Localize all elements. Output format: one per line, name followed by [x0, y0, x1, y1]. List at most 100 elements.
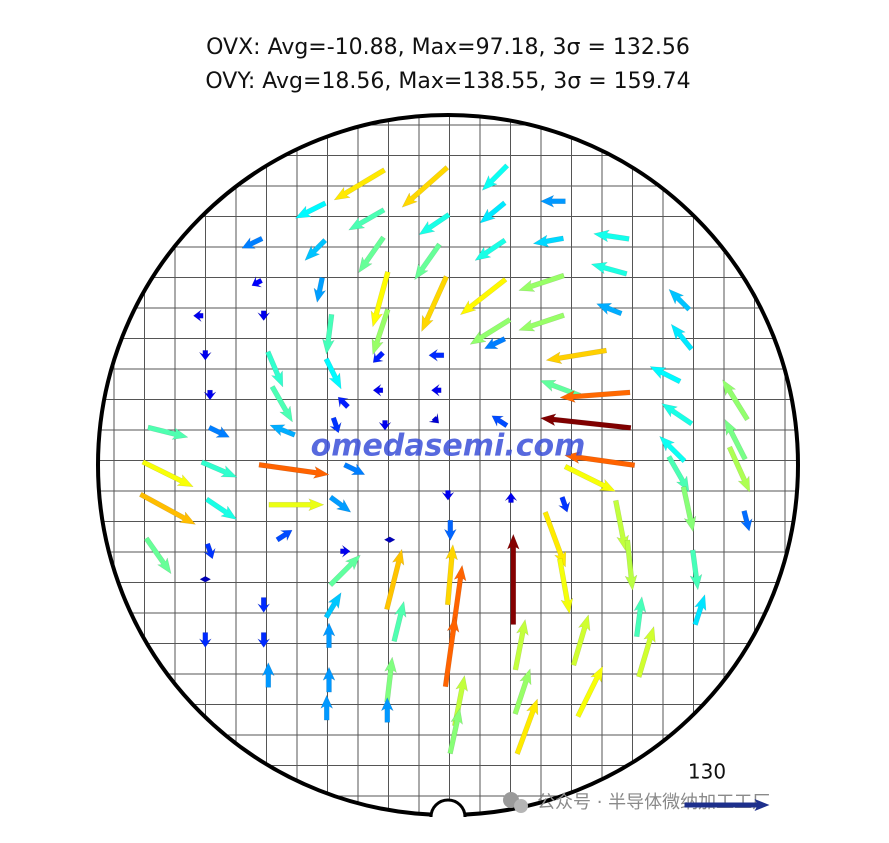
vector-arrow: [506, 533, 520, 625]
vector-arrow: [203, 389, 217, 401]
vector-arrow: [726, 445, 751, 493]
vector-arrow: [421, 275, 450, 333]
vector-arrow: [504, 492, 518, 503]
vector-arrow: [636, 625, 656, 678]
vector-arrow: [371, 308, 391, 356]
vector-arrow: [321, 313, 335, 355]
vector-arrow: [442, 616, 460, 688]
vector-arrow: [199, 576, 212, 583]
vector-arrow: [447, 707, 463, 755]
vector-arrow: [469, 317, 512, 345]
vector-arrow: [483, 336, 507, 349]
vector-arrow: [322, 666, 336, 693]
vector-arrow: [323, 357, 342, 390]
vector-arrow: [564, 451, 636, 468]
vector-arrow: [384, 656, 397, 703]
vector-arrow: [370, 270, 391, 328]
vector-arrow: [474, 237, 507, 261]
vector-arrow: [514, 698, 539, 756]
vector-arrow: [241, 235, 264, 249]
vector-arrow: [680, 485, 697, 533]
vector-arrow: [563, 463, 617, 492]
vector-arrow: [340, 545, 351, 558]
vector-arrow: [372, 350, 386, 363]
vector-arrow: [257, 597, 270, 613]
vector-arrow: [633, 596, 647, 638]
vector-arrow: [304, 238, 328, 261]
vector-arrow: [199, 350, 212, 361]
vector-arrow: [313, 276, 327, 303]
vector-arrow: [481, 163, 510, 191]
vector-arrow: [414, 242, 442, 281]
vector-arrow: [343, 462, 366, 475]
vector-arrow: [558, 495, 571, 513]
wechat-icon: [503, 792, 528, 813]
vector-arrow: [320, 694, 334, 721]
vector-arrow: [624, 539, 638, 592]
vector-arrow: [401, 165, 450, 208]
vector-arrow: [659, 435, 687, 464]
vector-arrow: [378, 420, 392, 431]
vector-arrow: [358, 235, 386, 274]
vector-arrow: [251, 276, 264, 288]
vector-arrow: [596, 303, 623, 317]
vector-arrow: [559, 389, 631, 403]
vector-arrow: [328, 554, 361, 588]
vector-arrow: [570, 614, 591, 667]
vector-arrow: [199, 632, 212, 648]
vector-arrow: [539, 194, 566, 208]
vector-arrow: [428, 349, 445, 362]
vector-arrow: [668, 288, 692, 312]
vector-arrow: [532, 234, 565, 248]
vector-arrow: [384, 548, 405, 611]
vector-arrow: [258, 462, 330, 479]
vector-arrow: [545, 347, 608, 365]
vector-arrow: [689, 549, 703, 591]
vector-arrow: [512, 668, 532, 716]
vector-arrow: [724, 418, 748, 461]
vector-arrow: [593, 229, 630, 243]
vector-arrow: [257, 632, 270, 648]
scale-arrow: [684, 799, 770, 811]
vector-arrow: [141, 459, 194, 488]
vector-arrow: [380, 696, 394, 723]
vector-arrow: [670, 323, 694, 352]
vector-arrow: [391, 600, 407, 643]
vector-arrow: [418, 212, 451, 236]
vector-arrow: [383, 536, 396, 543]
vector-arrow: [348, 207, 386, 231]
vector-arrow: [275, 529, 293, 543]
vector-arrow: [430, 384, 442, 397]
vector-arrow: [575, 665, 604, 718]
vector-arrow: [269, 424, 297, 438]
vector-arrow: [518, 312, 566, 332]
vector-arrow: [265, 350, 284, 388]
vector-arrow: [444, 543, 459, 606]
vector-arrow: [661, 403, 694, 427]
vector-arrow: [443, 519, 457, 542]
title-line: OVY: Avg=18.56, Max=138.55, 3σ = 159.74: [205, 69, 690, 94]
vector-arrow: [147, 424, 189, 440]
vector-arrow: [491, 415, 509, 429]
wafer-notch: [429, 798, 467, 818]
source-text: 公众号 · 半导体微纳加工工厂: [537, 792, 770, 813]
vector-arrow: [518, 272, 566, 292]
vector-arrow: [294, 200, 327, 219]
vector-arrow: [268, 498, 325, 512]
vector-arrow: [200, 459, 238, 478]
title-line: OVX: Avg=-10.88, Max=97.18, 3σ = 132.56: [206, 35, 690, 60]
watermark: omedasemi.com: [311, 429, 586, 464]
vector-arrow: [512, 618, 529, 671]
vector-arrow: [590, 261, 628, 277]
scale-label: 130: [688, 760, 726, 784]
vector-arrow: [333, 167, 387, 201]
vector-arrow: [692, 593, 707, 626]
vector-arrow: [337, 396, 351, 410]
vector-arrow: [479, 200, 507, 224]
vector-arrow: [138, 491, 197, 525]
vector-arrow: [207, 424, 231, 438]
vector-arrow: [257, 310, 270, 322]
vector-arrow: [372, 384, 384, 397]
